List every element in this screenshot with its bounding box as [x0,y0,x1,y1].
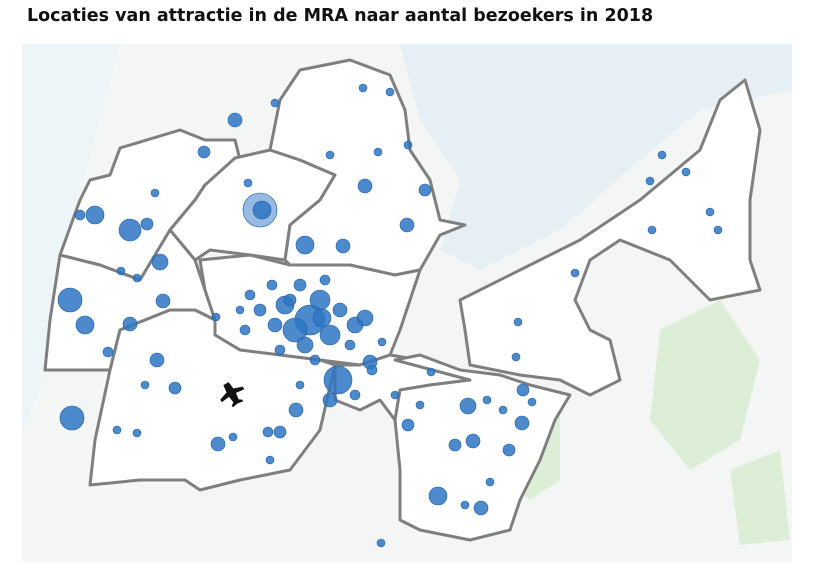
lake [400,44,792,270]
attraction-markers [57,83,723,548]
sea [22,44,120,430]
airport-icon [220,382,245,408]
map-title: Locaties van attractie in de MRA naar aa… [27,6,654,26]
